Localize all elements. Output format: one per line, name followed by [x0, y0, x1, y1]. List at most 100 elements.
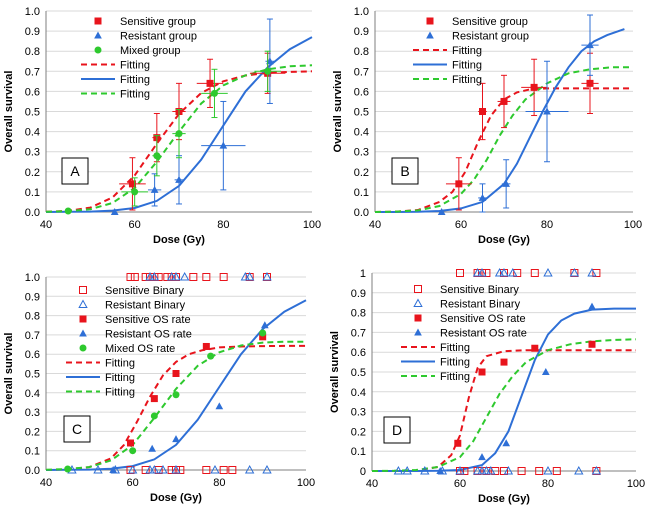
data-point	[154, 273, 163, 281]
y-tick-label: 0.0	[25, 465, 40, 477]
data-point	[189, 273, 198, 281]
fit-curve	[45, 70, 313, 213]
y-tick-label: 0.5	[351, 367, 366, 379]
data-point	[478, 453, 486, 461]
y-tick-label: 0.4	[25, 388, 40, 400]
x-tick-label: 100	[297, 477, 315, 489]
legend-entry-label: Resistant group	[120, 31, 197, 43]
legend-entry-label: Fitting	[452, 60, 482, 72]
data-point	[455, 180, 463, 188]
legend-entry-label: Fitting	[105, 372, 135, 384]
y-tick-label: 1	[360, 268, 366, 280]
data-point	[588, 302, 596, 310]
x-tick-label: 100	[627, 478, 645, 490]
panel-label: D	[392, 422, 402, 438]
data-point	[260, 321, 269, 329]
data-point	[478, 368, 486, 376]
x-tick-label: 60	[454, 478, 466, 490]
legend-entry-label: Sensitive OS rate	[105, 314, 191, 326]
fit-curve	[45, 344, 306, 471]
x-tick-label: 40	[40, 477, 52, 489]
legend-swatch	[94, 17, 102, 25]
data-point	[491, 467, 500, 475]
data-point	[127, 439, 134, 447]
y-tick-label: 0.5	[25, 107, 40, 119]
y-tick-label: 0.7	[351, 327, 366, 339]
data-point	[158, 464, 168, 474]
legend: Sensitive group Resistant group Mixed grou…	[81, 16, 197, 101]
y-tick-label: 0.8	[351, 308, 366, 320]
data-point	[150, 395, 158, 403]
legend-swatch	[79, 286, 87, 294]
data-point	[437, 208, 446, 215]
legend-swatch	[414, 314, 422, 322]
y-axis-label: Overall survival	[332, 71, 344, 153]
data-point	[126, 466, 135, 474]
legend-entry-label: Fitting	[440, 342, 470, 354]
data-point	[591, 465, 602, 475]
legend-entry-label: Resistant Binary	[105, 300, 186, 312]
legend-swatch	[426, 17, 434, 25]
data-point	[228, 466, 237, 474]
data-point	[127, 464, 138, 474]
panel-D: 0 0.1 0.2 0.3 0.4 0.5 0.6 0.7 0.8 0.9 1 40 60 80 100 Do…	[329, 267, 645, 505]
y-tick-label: 0.2	[351, 426, 366, 438]
data-point	[586, 79, 594, 87]
data-point	[508, 267, 518, 277]
fit-curve	[375, 28, 625, 213]
data-point	[215, 402, 224, 410]
y-tick-label: 0.3	[354, 147, 369, 159]
data-point	[456, 269, 464, 277]
data-point	[262, 271, 272, 281]
data-point	[219, 141, 228, 149]
data-point	[175, 130, 183, 138]
legend-swatch	[78, 299, 88, 308]
y-tick-label: 0.1	[25, 446, 40, 458]
panel-label-box	[391, 157, 419, 185]
panel-B: 0.0 0.1 0.2 0.3 0.4 0.5 0.6 0.7 0.8 0.9 1.0 40 60 80 1…	[332, 6, 642, 246]
data-point	[259, 333, 267, 341]
data-point	[154, 466, 163, 474]
data-point	[482, 269, 491, 277]
data-point	[172, 370, 180, 377]
legend-entry-label: Fitting	[120, 60, 150, 72]
fit-curve	[45, 299, 307, 471]
data-point	[172, 391, 180, 399]
data-point	[393, 465, 404, 475]
legend-entry-label: Sensitive Binary	[105, 285, 184, 297]
data-point	[176, 466, 185, 474]
data-point	[93, 464, 103, 474]
legend-swatch	[79, 315, 87, 323]
legend-entry-label: Fitting	[440, 371, 470, 383]
y-tick-label: 0.2	[25, 167, 40, 179]
data-point	[163, 273, 172, 281]
legend-entry-label: Resistant Binary	[440, 299, 521, 311]
data-point	[455, 465, 465, 475]
data-point	[587, 267, 597, 277]
data-point	[175, 175, 183, 183]
data-point	[244, 271, 255, 281]
data-point	[531, 344, 539, 352]
legend-entry-label: Sensitive OS rate	[440, 313, 526, 325]
legend-entry-label: Mixed OS rate	[105, 343, 175, 355]
data-point	[499, 267, 509, 277]
data-point	[148, 444, 157, 452]
data-point	[552, 467, 561, 475]
data-point	[574, 465, 584, 475]
panel-label: A	[70, 163, 80, 179]
data-point	[219, 273, 228, 281]
data-point	[128, 180, 136, 188]
y-tick-label: 0.9	[351, 288, 366, 300]
y-tick-label: 1.0	[25, 272, 40, 284]
data-point	[64, 207, 72, 215]
data-point	[460, 467, 469, 475]
data-point	[402, 465, 412, 475]
y-tick-label: 0.6	[354, 86, 369, 98]
data-point	[503, 465, 514, 475]
fit-curve	[45, 340, 306, 471]
data-point	[179, 271, 190, 281]
data-point	[110, 208, 119, 215]
x-tick-label: 40	[40, 219, 52, 231]
data-point	[502, 179, 510, 187]
y-tick-label: 0.3	[25, 407, 40, 419]
